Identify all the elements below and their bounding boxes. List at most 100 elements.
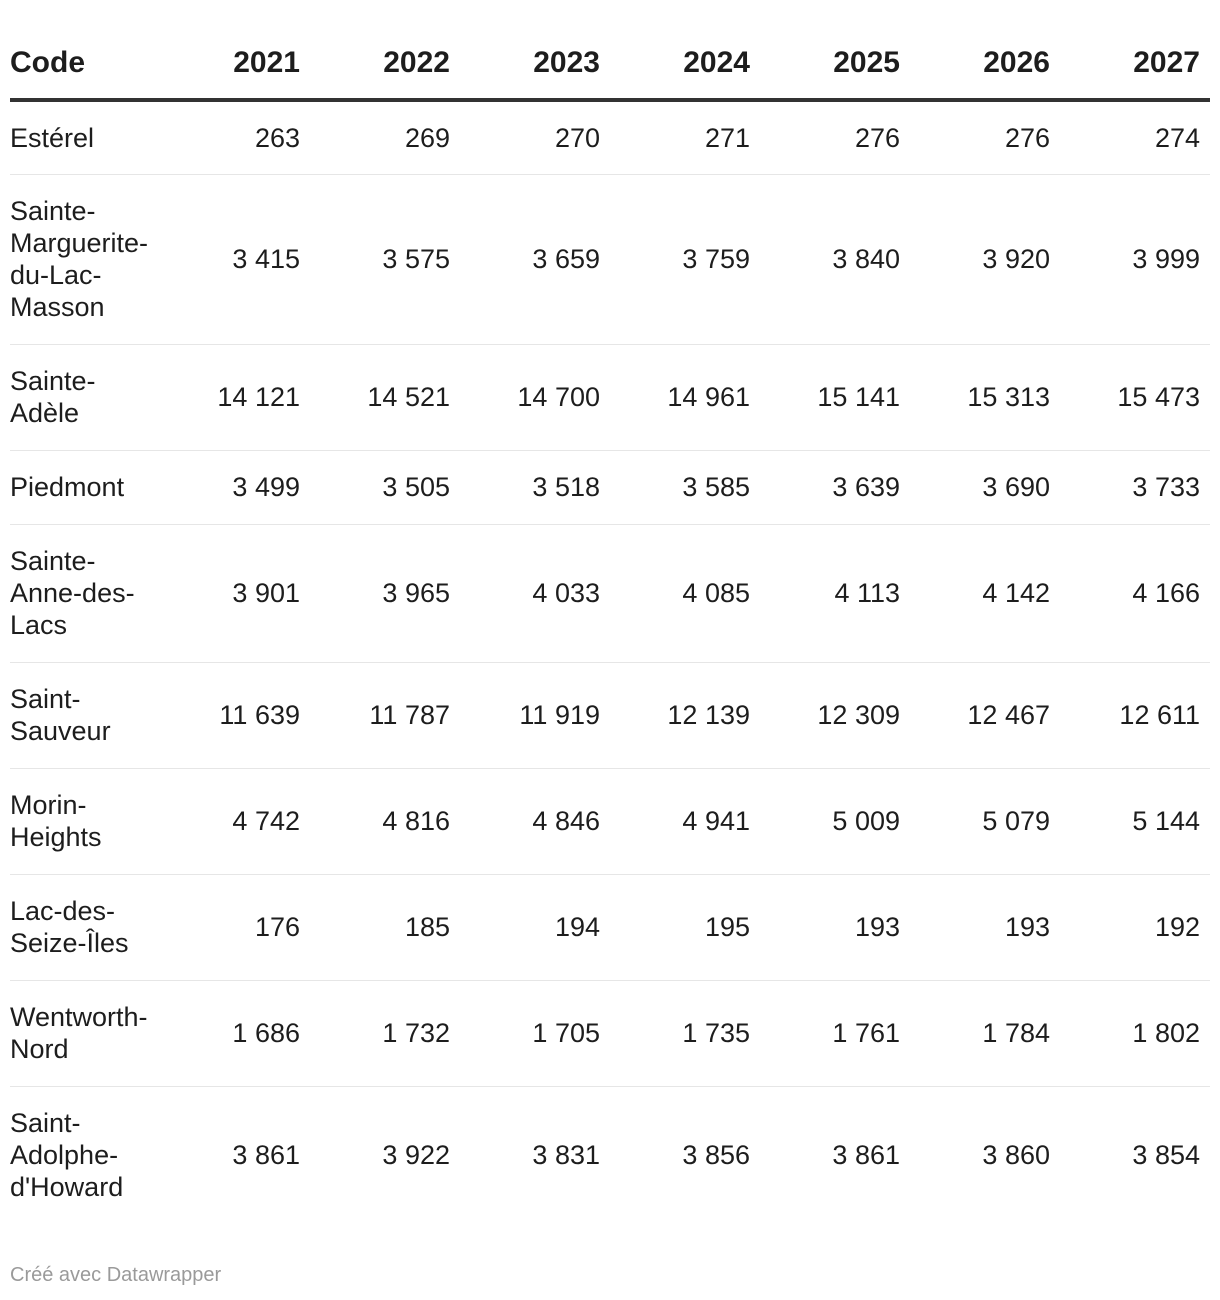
table-cell-value: 14 521 — [310, 344, 460, 451]
table-cell-value: 3 860 — [982, 1140, 1050, 1171]
table-row: Saint-Adolphe-d'Howard 3 861 3 922 3 831 3 8… — [10, 1086, 1210, 1224]
table-cell-value: 3 922 — [382, 1140, 450, 1171]
table-cell-value: 193 — [760, 874, 910, 981]
table-cell-value: 4 742 — [160, 768, 310, 875]
table-row: Saint-Sauveur 11 639 11 787 11 919 12 139 12 … — [10, 662, 1210, 769]
table-cell-value: 3 759 — [610, 174, 760, 345]
table-cell-value: 1 802 — [1060, 980, 1210, 1087]
table-cell-value: 274 — [1060, 100, 1210, 175]
table-row: Sainte-Adèle 14 121 14 521 14 700 14 961 15 1… — [10, 344, 1210, 451]
table-cell-value: 11 639 — [160, 662, 310, 769]
table-cell-value: 1 761 — [760, 980, 910, 1087]
column-header-year: 2022 — [310, 28, 460, 102]
table-cell-value: 193 — [910, 874, 1060, 981]
column-header-year: 2023 — [460, 28, 610, 102]
table-cell-value: 195 — [610, 874, 760, 981]
table-cell-value: 12 467 — [910, 662, 1060, 769]
table-cell-value: 11 787 — [310, 662, 460, 769]
row-label: Saint-Sauveur — [10, 662, 160, 769]
row-label: Sainte-Marguerite-du-Lac-Masson — [10, 174, 160, 345]
column-header-code: Code — [10, 28, 160, 102]
table-cell-value: 176 — [160, 874, 310, 981]
row-label: Morin-Heights — [10, 768, 160, 875]
column-header-year: 2024 — [610, 28, 760, 102]
table-cell-value: 15 473 — [1060, 344, 1210, 451]
table-cell-value: 15 141 — [760, 344, 910, 451]
table-cell-value: 11 919 — [460, 662, 610, 769]
table-cell-value: 4 816 — [310, 768, 460, 875]
table-cell-value: 3 499 — [160, 450, 310, 525]
row-label: Lac-des-Seize-Îles — [10, 874, 160, 981]
table-cell-value: 5 144 — [1060, 768, 1210, 875]
row-label: Sainte-Anne-des-Lacs — [10, 524, 160, 663]
table-cell-value: 5 009 — [760, 768, 910, 875]
table-cell-value: 14 961 — [610, 344, 760, 451]
table-cell-value: 3 854 — [1132, 1140, 1200, 1171]
table-cell-value: 1 705 — [460, 980, 610, 1087]
table-cell-value: 3 999 — [1060, 174, 1210, 345]
row-label: Sainte-Adèle — [10, 344, 160, 451]
table-cell-value: 3 639 — [760, 450, 910, 525]
column-header-year: 2025 — [760, 28, 910, 102]
table-cell-value: 3 920 — [910, 174, 1060, 345]
table-row: Lac-des-Seize-Îles 176 185 194 195 193 193 192 — [10, 874, 1210, 981]
table-cell-value: 4 113 — [760, 524, 910, 663]
table-cell-value: 3 861 — [832, 1140, 900, 1171]
table-cell-value: 276 — [760, 100, 910, 175]
table-row: Estérel 263 269 270 271 276 276 274 — [10, 100, 1210, 175]
table-cell-value: 4 142 — [910, 524, 1060, 663]
table-cell-value: 3 965 — [310, 524, 460, 663]
table-cell-value: 3 575 — [310, 174, 460, 345]
table-cell-value: 1 784 — [910, 980, 1060, 1087]
table-cell-value: 1 735 — [610, 980, 760, 1087]
table-cell-value: 194 — [460, 874, 610, 981]
table-cell-value: 4 846 — [460, 768, 610, 875]
table-row: Piedmont 3 499 3 505 3 518 3 585 3 639 3 690 3 … — [10, 450, 1210, 525]
table-cell-value: 270 — [460, 100, 610, 175]
table-cell-value: 4 033 — [460, 524, 610, 663]
column-header-year: 2026 — [910, 28, 1060, 102]
data-table-container: Code 2021 2022 2023 2024 2025 2026 2027 Estérel… — [10, 28, 1210, 1224]
table-cell-value: 3 659 — [460, 174, 610, 345]
table-body: Estérel 263 269 270 271 276 276 274 Sainte-Margu… — [10, 100, 1210, 1224]
column-header-year: 2021 — [160, 28, 310, 102]
table-cell-value: 15 313 — [910, 344, 1060, 451]
table-cell-value: 1 732 — [310, 980, 460, 1087]
table-cell-value: 3 415 — [160, 174, 310, 345]
table-cell-value: 192 — [1060, 874, 1210, 981]
row-label: Piedmont — [10, 450, 160, 525]
footer-credit: Créé avec Datawrapper — [10, 1264, 222, 1286]
table-cell-value: 3 585 — [610, 450, 760, 525]
table-header-row: Code 2021 2022 2023 2024 2025 2026 2027 — [10, 28, 1210, 102]
table-cell-value: 3 840 — [760, 174, 910, 345]
table-cell-value: 4 941 — [610, 768, 760, 875]
table-cell-value: 185 — [310, 874, 460, 981]
table-row: Morin-Heights 4 742 4 816 4 846 4 941 5 009 5 … — [10, 768, 1210, 875]
table-row: Sainte-Anne-des-Lacs 3 901 3 965 4 033 4 085… — [10, 524, 1210, 663]
table-cell-value: 1 686 — [160, 980, 310, 1087]
table-cell-value: 276 — [910, 100, 1060, 175]
table-cell-value: 12 611 — [1060, 662, 1210, 769]
table-row: Sainte-Marguerite-du-Lac-Masson 3 415 3 57… — [10, 174, 1210, 345]
table-cell-value: 3 856 — [682, 1140, 750, 1171]
table-cell-value: 271 — [610, 100, 760, 175]
table-cell-value: 4 085 — [610, 524, 760, 663]
table-cell-value: 3 733 — [1060, 450, 1210, 525]
table-cell-value: 12 309 — [760, 662, 910, 769]
table-cell-value: 269 — [310, 100, 460, 175]
row-label: Saint-Adolphe-d'Howard — [10, 1108, 124, 1203]
table-cell-value: 3 901 — [160, 524, 310, 663]
table-cell-value: 3 505 — [310, 450, 460, 525]
table-cell-value: 4 166 — [1060, 524, 1210, 663]
table-cell-value: 5 079 — [910, 768, 1060, 875]
row-label: Wentworth-Nord — [10, 980, 160, 1087]
table-cell-value: 3 690 — [910, 450, 1060, 525]
table-cell-value: 263 — [160, 100, 310, 175]
column-header-year: 2027 — [1060, 28, 1210, 102]
table-cell-value: 3 861 — [232, 1140, 300, 1171]
table-cell-value: 14 700 — [460, 344, 610, 451]
table-row: Wentworth-Nord 1 686 1 732 1 705 1 735 1 761 1… — [10, 980, 1210, 1087]
table-cell-value: 12 139 — [610, 662, 760, 769]
table-cell-value: 14 121 — [160, 344, 310, 451]
data-table: Code 2021 2022 2023 2024 2025 2026 2027 Estérel… — [10, 28, 1210, 1224]
